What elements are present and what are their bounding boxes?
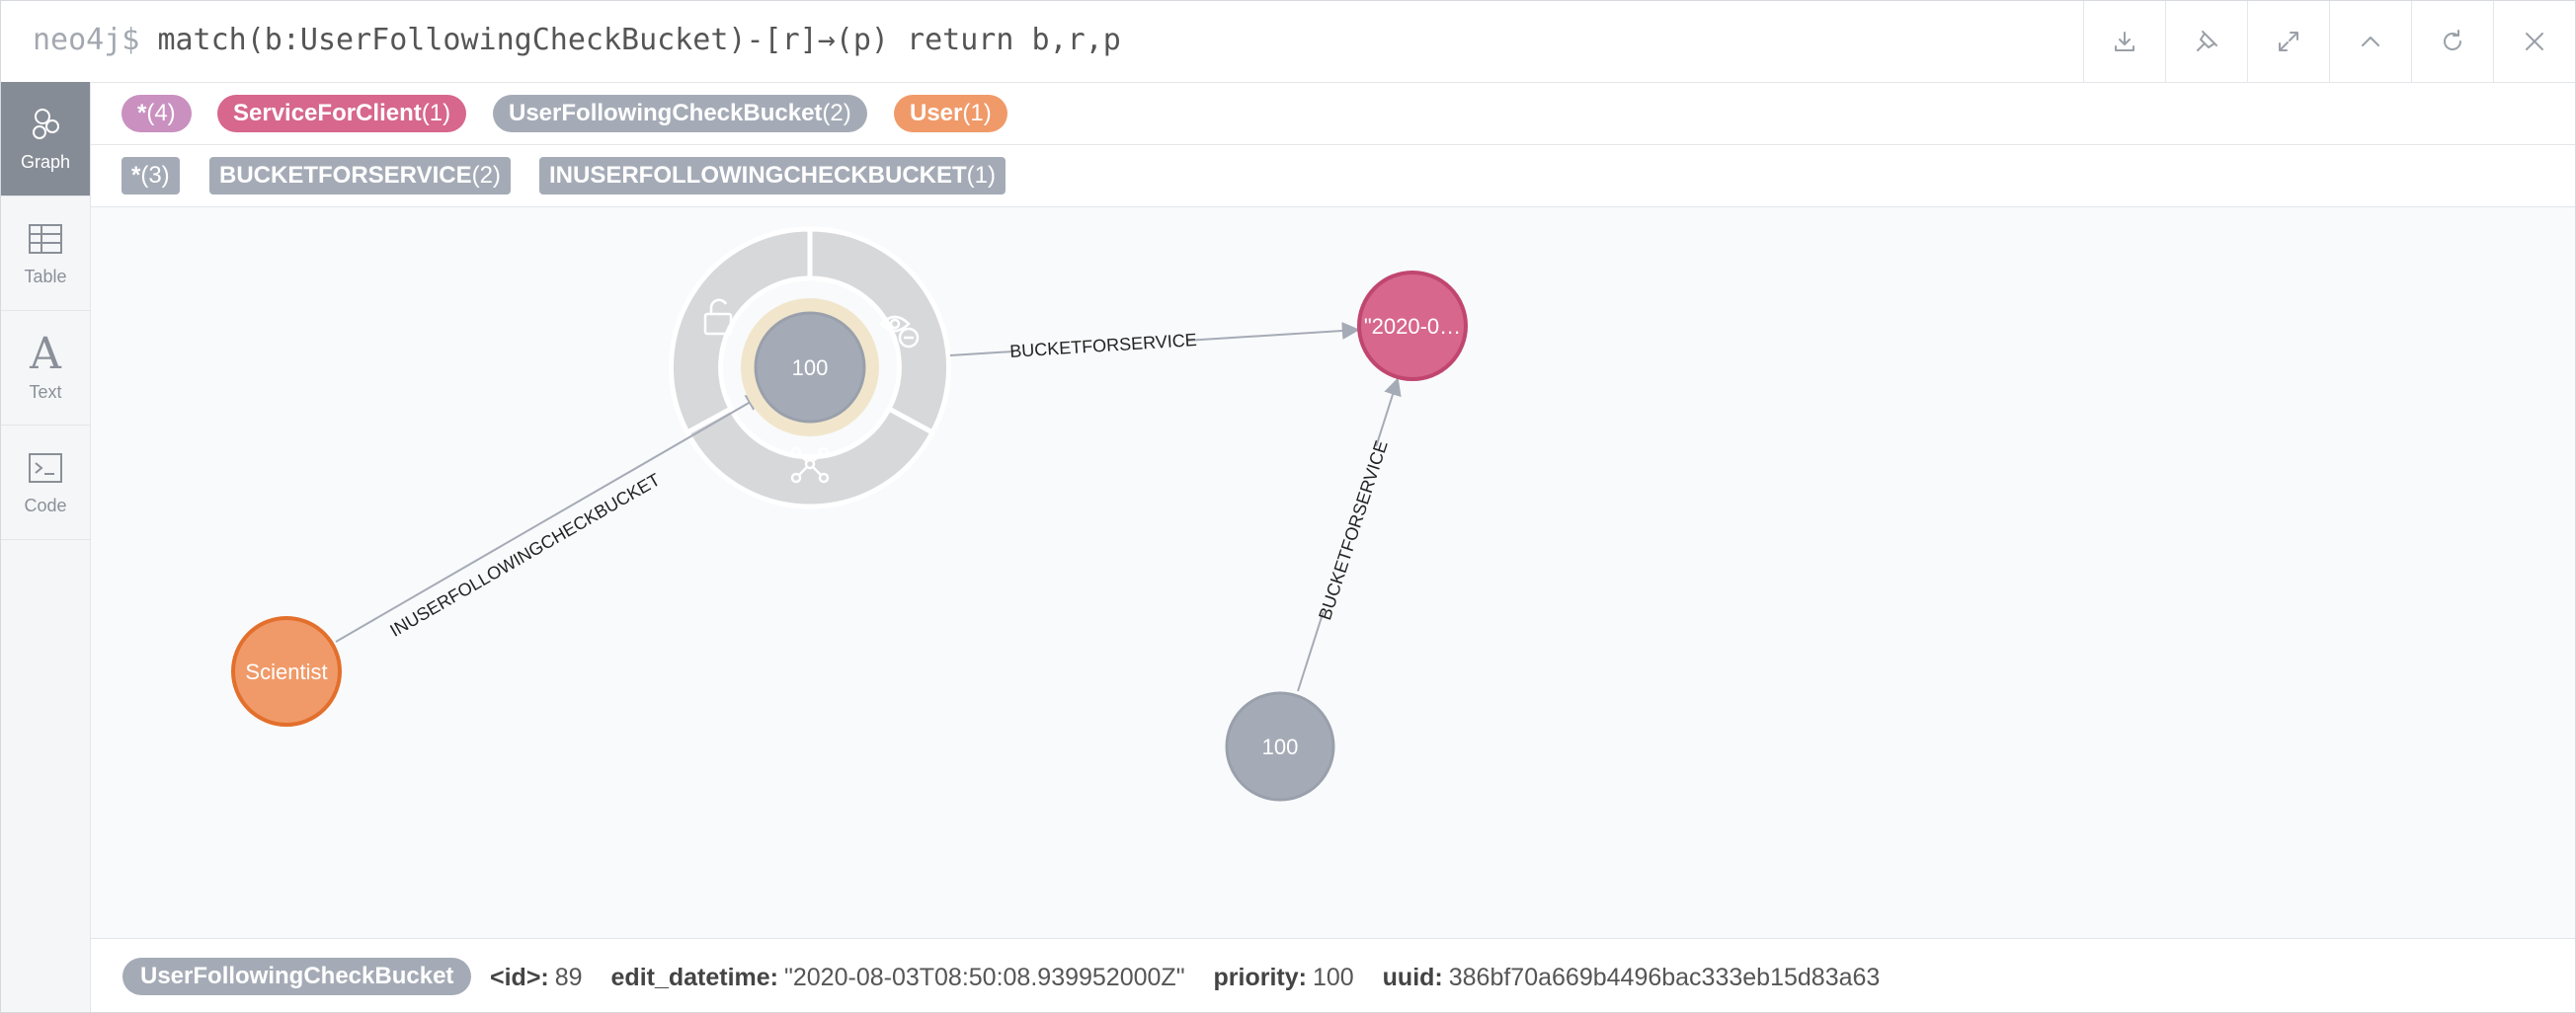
result-header: neo4j$ match(b:UserFollowingCheckBucket)… xyxy=(1,1,2575,83)
header-actions xyxy=(2083,1,2575,82)
label-pill-userfollowingcheckbucket[interactable]: UserFollowingCheckBucket(2) xyxy=(493,95,867,132)
relationship-inuserfollowingcheckbucket[interactable]: INUSERFOLLOWINGCHECKBUCKET xyxy=(335,394,765,643)
node-ring-menu xyxy=(668,226,952,509)
graph-node-userfollowingcheckbucket[interactable]: 100 xyxy=(1225,691,1335,802)
sidebar-item-table[interactable]: Table xyxy=(1,196,90,311)
property-value: 100 xyxy=(1312,964,1354,991)
label-pill-all[interactable]: *(4) xyxy=(121,95,192,132)
download-icon xyxy=(2115,32,2134,51)
close-button[interactable] xyxy=(2493,1,2575,82)
ring-segment-hide[interactable] xyxy=(807,226,952,436)
property-key: priority: xyxy=(1213,964,1307,991)
inspector-properties: <id>: 89 edit_datetime: "2020-08-03T08:50:… xyxy=(490,964,1901,992)
property-value: 386bf70a669b4496bac333eb15d83a63 xyxy=(1448,964,1881,991)
reltype-tag-bucketforservice[interactable]: BUCKETFORSERVICE(2) xyxy=(209,157,511,195)
reltype-tag-all[interactable]: *(3) xyxy=(121,157,180,195)
inspector-label-pill[interactable]: UserFollowingCheckBucket xyxy=(122,958,472,995)
property-key: edit_datetime: xyxy=(610,964,778,991)
collapse-button[interactable] xyxy=(2329,1,2411,82)
rerun-button[interactable] xyxy=(2411,1,2493,82)
code-icon xyxy=(29,453,62,483)
reltype-tag-inuserfollowingcheckbucket[interactable]: INUSERFOLLOWINGCHECKBUCKET(1) xyxy=(539,157,1006,195)
expand-network-icon xyxy=(790,446,830,484)
relationship-bucketforservice-1[interactable]: BUCKETFORSERVICE xyxy=(949,322,1360,361)
property-key: uuid: xyxy=(1382,964,1443,991)
graph-canvas[interactable]: BUCKETFORSERVICE INUSERFOLLOWINGCHECKBUC… xyxy=(91,207,2575,938)
relationship-types-bar: *(3) BUCKETFORSERVICE(2) INUSERFOLLOWING… xyxy=(91,145,2575,207)
node-caption: 100 xyxy=(1262,735,1299,759)
sidebar-item-label: Graph xyxy=(20,152,71,172)
node-labels-bar: *(4) ServiceForClient(1) UserFollowingCh… xyxy=(91,83,2575,145)
relationship-label: INUSERFOLLOWINGCHECKBUCKET xyxy=(386,469,663,640)
fullscreen-button[interactable] xyxy=(2247,1,2329,82)
refresh-icon xyxy=(2444,30,2462,50)
property-value: "2020-08-03T08:50:08.939952000Z" xyxy=(784,964,1185,991)
sidebar-item-label: Text xyxy=(29,382,62,402)
graph-icon xyxy=(33,109,59,139)
node-caption: "2020-0… xyxy=(1364,314,1461,339)
sidebar-item-label: Code xyxy=(24,496,67,515)
node-caption: 100 xyxy=(792,355,829,380)
collapse-up-icon xyxy=(2362,37,2379,46)
sidebar-item-code[interactable]: Code xyxy=(1,426,90,540)
query-statement: match(b:UserFollowingCheckBucket)-[r]→(p… xyxy=(157,23,1121,57)
view-sidebar: Graph Table A Text Code xyxy=(1,82,91,1012)
graph-svg[interactable]: BUCKETFORSERVICE INUSERFOLLOWINGCHECKBUC… xyxy=(91,207,2575,938)
inspector-panel: UserFollowingCheckBucket <id>: 89 edit_da… xyxy=(91,938,2575,1012)
hide-eye-icon xyxy=(879,315,920,349)
relationship-bucketforservice-2[interactable]: BUCKETFORSERVICE xyxy=(1297,377,1402,692)
label-pill-serviceforclient[interactable]: ServiceForClient(1) xyxy=(217,95,467,132)
ring-segment-expand[interactable] xyxy=(684,405,936,509)
graph-node-user[interactable]: Scientist xyxy=(231,616,342,727)
node-caption: Scientist xyxy=(245,660,327,684)
query-text[interactable]: neo4j$ match(b:UserFollowingCheckBucket)… xyxy=(33,23,1121,57)
expand-icon xyxy=(2279,32,2298,51)
unlock-icon xyxy=(703,298,733,336)
pin-icon xyxy=(2197,31,2217,51)
text-icon: A xyxy=(30,329,61,379)
pin-button[interactable] xyxy=(2165,1,2247,82)
label-pill-user[interactable]: User(1) xyxy=(894,95,1007,132)
sidebar-item-graph[interactable]: Graph xyxy=(1,82,90,196)
property-value: 89 xyxy=(554,964,583,991)
close-icon xyxy=(2526,33,2543,50)
ring-segment-unlock[interactable] xyxy=(668,226,813,436)
property-key: <id>: xyxy=(490,964,549,991)
sidebar-item-label: Table xyxy=(24,267,67,286)
graph-node-selected[interactable]: 100 xyxy=(741,298,879,436)
query-prompt: neo4j$ xyxy=(33,23,140,57)
relationship-label: BUCKETFORSERVICE xyxy=(1315,438,1392,623)
sidebar-item-text[interactable]: A Text xyxy=(1,311,90,426)
download-button[interactable] xyxy=(2083,1,2165,82)
graph-node-serviceforclient[interactable]: "2020-0… xyxy=(1357,271,1468,381)
table-icon xyxy=(29,224,62,254)
